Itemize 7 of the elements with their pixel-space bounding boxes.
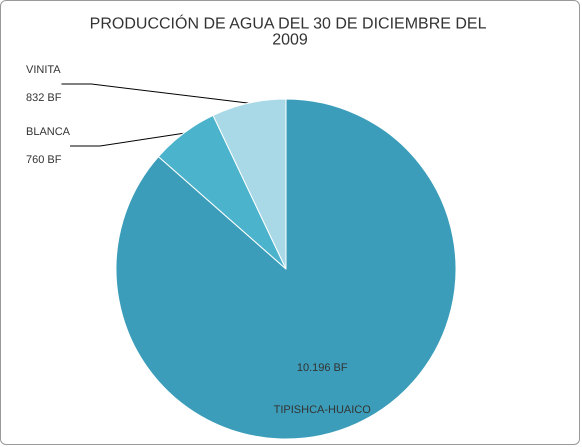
data-label: 832 BF — [26, 92, 62, 104]
slice-label: BLANCA — [26, 126, 71, 138]
data-label: 10.196 BF — [296, 362, 348, 374]
slice-label: TIPISHCA-HUAICO — [274, 404, 372, 416]
data-label: 760 BF — [26, 154, 62, 166]
slice-label: VINITA — [26, 64, 62, 76]
chart-title: PRODUCCIÓN DE AGUA DEL 30 DE DICIEMBRE DEL 2009 — [90, 14, 490, 48]
